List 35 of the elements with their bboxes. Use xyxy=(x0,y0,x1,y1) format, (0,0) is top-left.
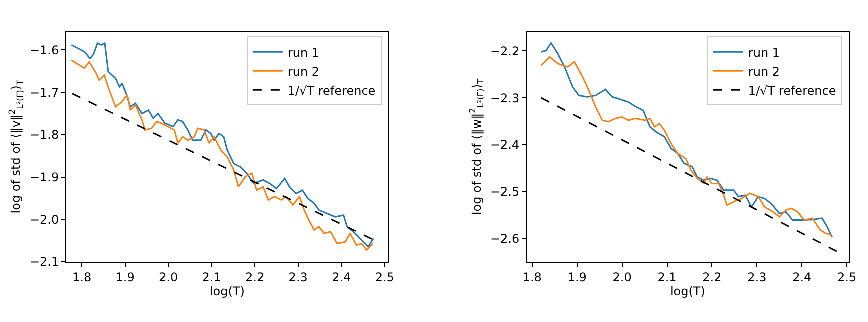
x-tick-label: 2.1 xyxy=(658,270,677,284)
x-tick-label: 2.4 xyxy=(332,270,352,284)
legend-label: run 1 xyxy=(748,46,780,60)
x-tick-label: 2.3 xyxy=(748,270,767,284)
y-tick-label: −2.0 xyxy=(30,212,60,227)
y-tick-label: −2.5 xyxy=(490,184,520,199)
legend-label: run 2 xyxy=(288,64,320,79)
x-tick-label: 2.2 xyxy=(246,270,265,284)
x-tick-label: 2.1 xyxy=(202,270,222,284)
x-tick-label: 2.0 xyxy=(159,270,178,284)
x-tick-label: 2.3 xyxy=(288,270,308,284)
y-tick-label: −2.2 xyxy=(490,44,520,58)
x-tick-label: 1.8 xyxy=(72,270,92,284)
x-tick-label: 2.4 xyxy=(792,270,812,284)
legend-label: 1/√T reference xyxy=(288,84,376,98)
y-tick-label: −1.6 xyxy=(30,43,60,58)
legend-label: run 2 xyxy=(748,64,780,79)
y-tick-label: −2.1 xyxy=(30,255,60,270)
x-tick-label: 1.9 xyxy=(568,270,587,284)
x-tick-label: 2.5 xyxy=(838,270,857,284)
x-axis-title: log(T) xyxy=(670,284,706,298)
x-tick-label: 2.5 xyxy=(375,270,394,284)
y-tick-label: −2.6 xyxy=(490,232,520,246)
y-tick-label: −1.8 xyxy=(30,128,60,142)
y-tick-label: −1.7 xyxy=(30,86,60,100)
y-tick-label: −1.9 xyxy=(30,170,60,184)
y-tick-label: −2.3 xyxy=(490,91,520,106)
x-tick-label: 2.0 xyxy=(612,270,632,284)
x-axis-title: log(T) xyxy=(210,284,245,298)
x-tick-label: 1.9 xyxy=(116,270,135,284)
x-tick-label: 2.2 xyxy=(702,270,722,284)
legend-label: 1/√T reference xyxy=(748,84,836,98)
y-tick-label: −2.4 xyxy=(490,138,520,152)
x-tick-label: 1.8 xyxy=(522,270,542,284)
legend-label: run 1 xyxy=(288,46,320,60)
